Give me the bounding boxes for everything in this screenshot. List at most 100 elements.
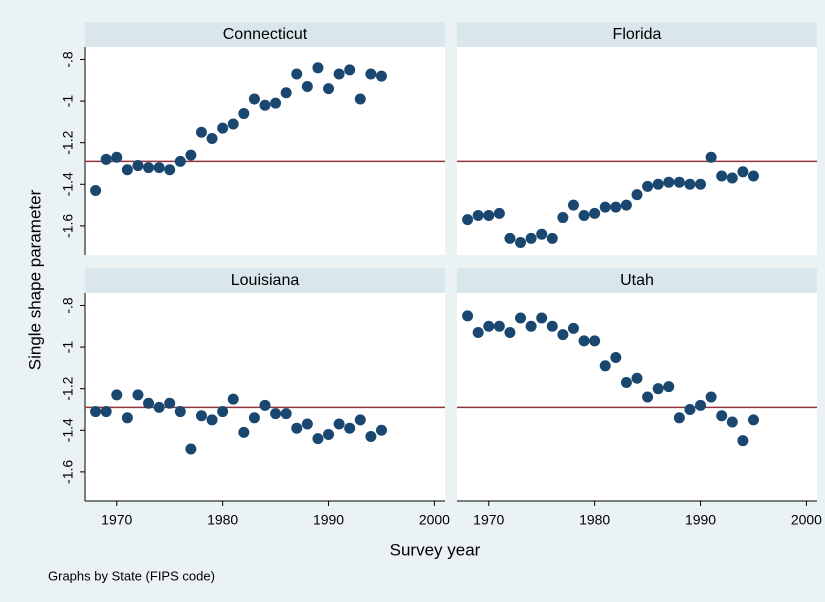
point (620, 376, 632, 388)
point (483, 320, 495, 332)
point (620, 199, 632, 211)
point (121, 164, 133, 176)
point (375, 424, 387, 436)
x-tick-label: 2000 (419, 512, 450, 528)
point (684, 178, 696, 190)
point (747, 170, 759, 182)
point (557, 329, 569, 341)
point (206, 133, 218, 145)
point (111, 389, 123, 401)
point (164, 164, 176, 176)
point (567, 199, 579, 211)
panel-title: Utah (620, 272, 654, 289)
point (227, 118, 239, 130)
point (111, 151, 123, 163)
point (100, 153, 112, 165)
point (567, 322, 579, 334)
point (716, 170, 728, 182)
plot-area (85, 47, 445, 255)
point (270, 408, 282, 420)
point (301, 81, 313, 93)
point (652, 178, 664, 190)
point (280, 408, 292, 420)
point (504, 327, 516, 339)
y-tick-label: -1.4 (60, 172, 76, 196)
x-tick-label: 1980 (207, 512, 238, 528)
point (462, 310, 474, 322)
point (546, 320, 558, 332)
point (280, 87, 292, 99)
point (238, 426, 250, 438)
point (344, 64, 356, 76)
point (153, 162, 165, 174)
point (578, 335, 590, 347)
point (333, 418, 345, 430)
point (323, 428, 335, 440)
point (493, 207, 505, 219)
point (536, 228, 548, 240)
point (365, 68, 377, 80)
point (270, 97, 282, 109)
point (631, 189, 643, 201)
point (673, 412, 685, 424)
point (684, 403, 696, 415)
point (365, 431, 377, 443)
point (227, 393, 239, 405)
point (515, 237, 527, 249)
point (259, 99, 271, 111)
x-tick-label: 1990 (685, 512, 716, 528)
point (504, 232, 516, 244)
panel-header (457, 268, 817, 293)
panel-header (457, 22, 817, 47)
point (132, 160, 144, 172)
point (642, 391, 654, 403)
point (312, 433, 324, 445)
point (737, 166, 749, 178)
point (259, 399, 271, 411)
point (747, 414, 759, 426)
point (695, 178, 707, 190)
point (737, 435, 749, 447)
point (217, 406, 229, 418)
y-tick-label: -1.6 (60, 214, 76, 238)
point (525, 232, 537, 244)
point (695, 399, 707, 411)
point (174, 406, 186, 418)
x-axis-title: Survey year (390, 540, 481, 559)
point (599, 201, 611, 213)
point (515, 312, 527, 324)
point (663, 381, 675, 393)
point (195, 410, 207, 422)
point (174, 155, 186, 167)
point (323, 83, 335, 95)
point (195, 126, 207, 138)
point (291, 422, 303, 434)
y-tick-label: -1.2 (60, 376, 76, 400)
point (705, 151, 717, 163)
y-tick-label: -1 (60, 341, 76, 354)
point (642, 180, 654, 192)
plot-area (85, 293, 445, 501)
point (248, 412, 260, 424)
panel-header (85, 268, 445, 293)
point (217, 122, 229, 134)
point (90, 406, 102, 418)
point (536, 312, 548, 324)
point (589, 207, 601, 219)
point (493, 320, 505, 332)
plot-area (457, 293, 817, 501)
point (462, 214, 474, 226)
point (100, 406, 112, 418)
point (631, 372, 643, 384)
point (206, 414, 218, 426)
point (483, 209, 495, 221)
panel-header (85, 22, 445, 47)
point (143, 397, 155, 409)
point (652, 383, 664, 395)
x-tick-label: 1970 (101, 512, 132, 528)
point (557, 212, 569, 224)
y-tick-label: -1.4 (60, 418, 76, 442)
point (333, 68, 345, 80)
point (312, 62, 324, 74)
